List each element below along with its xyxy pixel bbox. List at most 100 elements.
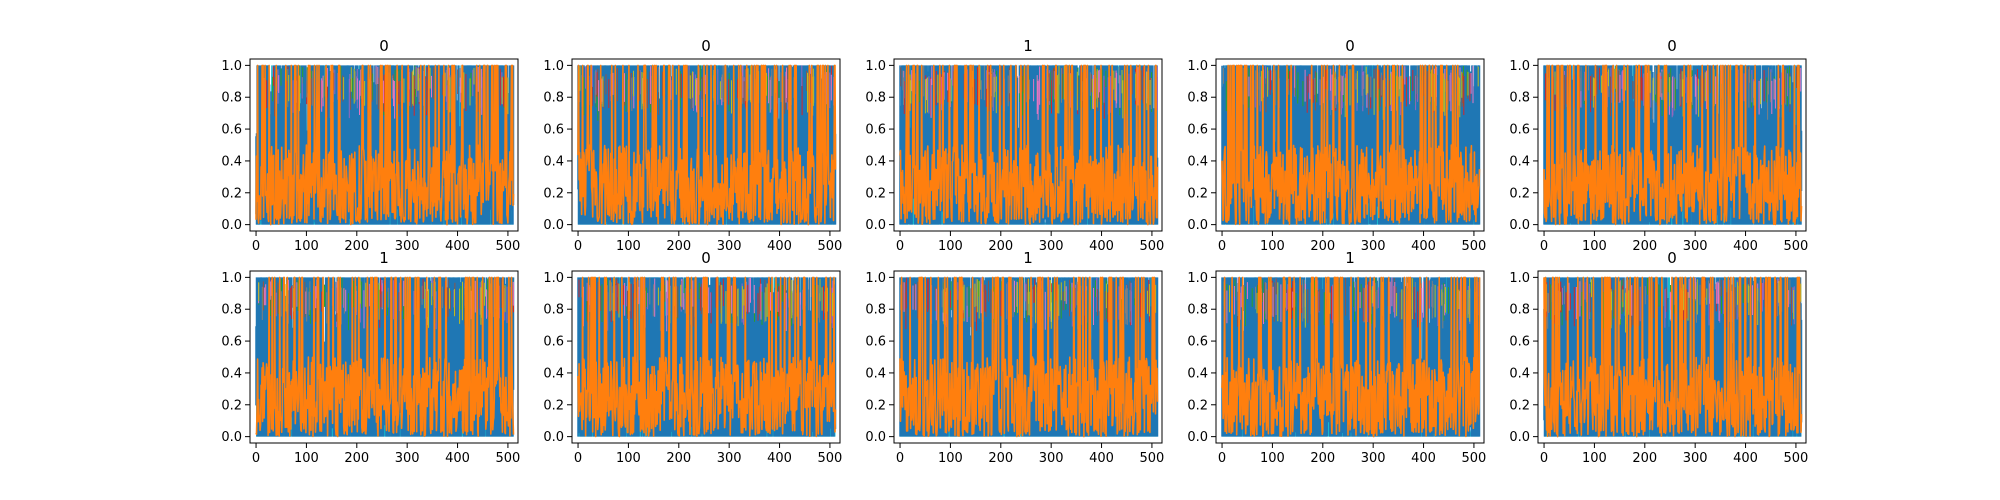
series-highlight	[899, 64, 1159, 226]
axes-frame	[893, 58, 1163, 232]
y-tick-label: 0.4	[1509, 154, 1530, 169]
axes-frame	[249, 270, 519, 444]
y-tick-label: 0.2	[543, 398, 564, 413]
subplot-3: 0 100 200 300 400 500 0.0 0.2 0.4 0.6 0.8 1.0 0	[1187, 37, 1486, 254]
plot-area	[1543, 276, 1803, 438]
x-tick-label: 100	[938, 239, 963, 254]
y-tick-label: 0.4	[1187, 366, 1208, 381]
y-tick-label: 0.0	[1187, 430, 1208, 445]
y-tick-label: 0.4	[221, 366, 242, 381]
y-tick-label: 0.4	[1187, 154, 1208, 169]
y-tick-label: 0.8	[865, 303, 886, 318]
x-tick-label: 500	[1462, 239, 1487, 254]
y-tick-label: 0.6	[221, 123, 242, 138]
y-tick-label: 0.8	[221, 91, 242, 106]
x-tick-label: 300	[1361, 451, 1386, 466]
subplot-8: 0 100 200 300 400 500 0.0 0.2 0.4 0.6 0.8 1.0 1	[1187, 249, 1486, 466]
series-highlight	[255, 64, 515, 226]
x-tick-label: 100	[616, 451, 641, 466]
axes-frame	[893, 270, 1163, 444]
x-tick-label: 100	[1582, 239, 1607, 254]
x-tick-label: 400	[1733, 451, 1758, 466]
subplot-1: 0 100 200 300 400 500 0.0 0.2 0.4 0.6 0.8 1.0 0	[543, 37, 842, 254]
y-tick-label: 0.8	[1509, 91, 1530, 106]
x-tick-label: 500	[496, 239, 521, 254]
x-tick-label: 400	[445, 239, 470, 254]
x-tick-label: 500	[1784, 239, 1809, 254]
y-tick-label: 1.0	[865, 271, 886, 286]
series-highlight	[577, 64, 837, 226]
x-tick-label: 500	[1462, 451, 1487, 466]
x-tick-label: 500	[496, 451, 521, 466]
y-tick-label: 0.4	[543, 366, 564, 381]
x-tick-label: 100	[1260, 239, 1285, 254]
x-tick-label: 0	[252, 451, 260, 466]
subplot-title: 0	[701, 37, 711, 55]
y-tick-label: 0.2	[865, 398, 886, 413]
plot-area	[1221, 64, 1481, 226]
y-tick-label: 0.2	[1187, 398, 1208, 413]
x-tick-label: 200	[1310, 239, 1335, 254]
y-tick-label: 0.2	[543, 186, 564, 201]
y-tick-label: 0.0	[865, 218, 886, 233]
plot-area	[899, 276, 1159, 438]
y-tick-label: 0.0	[221, 218, 242, 233]
x-tick-label: 300	[717, 239, 742, 254]
x-tick-label: 300	[1039, 451, 1064, 466]
plot-area	[1221, 276, 1481, 438]
x-tick-label: 400	[445, 451, 470, 466]
subplot-title: 0	[379, 37, 389, 55]
series-highlight	[577, 276, 837, 438]
x-tick-label: 0	[252, 239, 260, 254]
y-tick-label: 0.8	[865, 91, 886, 106]
series-highlight	[1221, 64, 1481, 226]
y-tick-label: 1.0	[543, 59, 564, 74]
y-tick-label: 0.6	[221, 335, 242, 350]
x-tick-label: 500	[818, 451, 843, 466]
x-tick-label: 400	[1089, 451, 1114, 466]
y-tick-label: 1.0	[543, 271, 564, 286]
y-tick-label: 0.2	[221, 186, 242, 201]
x-tick-label: 300	[1683, 451, 1708, 466]
x-tick-label: 200	[666, 451, 691, 466]
y-tick-label: 0.4	[1509, 366, 1530, 381]
subplot-2: 0 100 200 300 400 500 0.0 0.2 0.4 0.6 0.8 1.0 1	[865, 37, 1164, 254]
plot-area	[1543, 64, 1803, 226]
x-tick-label: 200	[666, 239, 691, 254]
y-tick-label: 0.6	[1509, 335, 1530, 350]
axes-frame	[571, 58, 841, 232]
axes-frame	[1215, 58, 1485, 232]
x-tick-label: 200	[344, 239, 369, 254]
x-tick-label: 100	[616, 239, 641, 254]
x-tick-label: 0	[574, 239, 582, 254]
axes-frame	[571, 270, 841, 444]
x-tick-label: 400	[767, 239, 792, 254]
axes-frame	[1537, 58, 1807, 232]
x-tick-label: 100	[1582, 451, 1607, 466]
series-highlight	[1543, 64, 1803, 226]
y-tick-label: 0.6	[1187, 335, 1208, 350]
series-highlight	[899, 276, 1159, 438]
y-tick-label: 1.0	[221, 59, 242, 74]
y-tick-label: 0.0	[1509, 430, 1530, 445]
x-tick-label: 400	[1411, 451, 1436, 466]
x-tick-label: 0	[896, 239, 904, 254]
y-tick-label: 1.0	[1187, 59, 1208, 74]
plot-area	[255, 276, 515, 438]
x-tick-label: 200	[988, 239, 1013, 254]
x-tick-label: 0	[1540, 239, 1548, 254]
y-tick-label: 0.8	[1187, 91, 1208, 106]
x-tick-label: 200	[1632, 239, 1657, 254]
y-tick-label: 0.8	[1509, 303, 1530, 318]
subplot-6: 0 100 200 300 400 500 0.0 0.2 0.4 0.6 0.8 1.0 0	[543, 249, 842, 466]
y-tick-label: 0.8	[1187, 303, 1208, 318]
y-tick-label: 1.0	[221, 271, 242, 286]
y-tick-label: 0.4	[865, 366, 886, 381]
y-tick-label: 0.2	[865, 186, 886, 201]
y-tick-label: 1.0	[1509, 59, 1530, 74]
x-tick-label: 300	[1039, 239, 1064, 254]
x-tick-label: 400	[1411, 239, 1436, 254]
y-tick-label: 0.4	[865, 154, 886, 169]
x-tick-label: 500	[818, 239, 843, 254]
